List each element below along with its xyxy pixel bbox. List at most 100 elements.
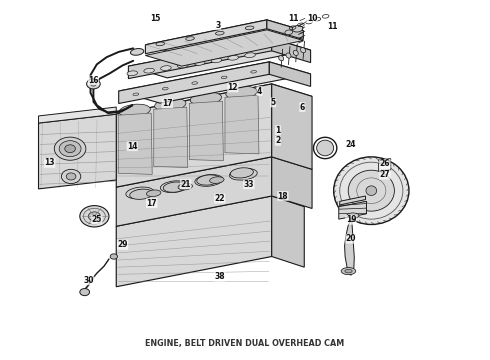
Ellipse shape — [211, 58, 221, 63]
Polygon shape — [116, 157, 312, 199]
Ellipse shape — [226, 86, 257, 99]
Ellipse shape — [317, 140, 334, 156]
Ellipse shape — [194, 60, 205, 65]
Text: 16: 16 — [88, 76, 98, 85]
Polygon shape — [118, 113, 152, 174]
Ellipse shape — [347, 213, 359, 218]
Polygon shape — [272, 157, 312, 208]
Ellipse shape — [229, 168, 257, 180]
Ellipse shape — [163, 182, 186, 192]
Text: 14: 14 — [127, 142, 138, 151]
Polygon shape — [116, 196, 304, 237]
Ellipse shape — [279, 55, 284, 61]
Ellipse shape — [126, 187, 154, 199]
Text: 38: 38 — [215, 272, 225, 281]
Polygon shape — [267, 20, 303, 40]
Ellipse shape — [133, 93, 139, 95]
Ellipse shape — [286, 53, 291, 58]
Text: 1: 1 — [275, 126, 281, 135]
Text: ENGINE, BELT DRIVEN DUAL OVERHEAD CAM: ENGINE, BELT DRIVEN DUAL OVERHEAD CAM — [146, 339, 344, 348]
Text: 2: 2 — [275, 136, 281, 145]
Ellipse shape — [65, 145, 75, 153]
Text: 15: 15 — [150, 14, 160, 23]
Ellipse shape — [245, 53, 255, 58]
Polygon shape — [344, 220, 354, 275]
Ellipse shape — [300, 48, 306, 53]
Polygon shape — [39, 107, 116, 123]
Ellipse shape — [162, 87, 168, 90]
Polygon shape — [339, 201, 367, 219]
Polygon shape — [116, 84, 272, 187]
Polygon shape — [154, 107, 188, 167]
Polygon shape — [379, 159, 391, 161]
Polygon shape — [39, 114, 116, 189]
Ellipse shape — [195, 175, 223, 186]
Ellipse shape — [160, 181, 188, 193]
Polygon shape — [146, 20, 267, 54]
Ellipse shape — [345, 269, 352, 273]
Polygon shape — [128, 39, 272, 78]
Polygon shape — [119, 62, 311, 103]
Ellipse shape — [177, 63, 188, 68]
Text: 3: 3 — [216, 21, 221, 30]
Text: 17: 17 — [162, 99, 172, 108]
Polygon shape — [272, 39, 311, 63]
Text: 12: 12 — [227, 83, 238, 92]
Text: 20: 20 — [345, 234, 356, 243]
Text: 33: 33 — [244, 180, 254, 189]
Ellipse shape — [186, 37, 195, 40]
Ellipse shape — [161, 66, 171, 71]
Polygon shape — [146, 20, 303, 55]
Text: 13: 13 — [45, 158, 55, 167]
Ellipse shape — [87, 79, 100, 89]
Text: 10: 10 — [307, 14, 318, 23]
Ellipse shape — [221, 76, 227, 79]
Polygon shape — [272, 84, 312, 169]
Ellipse shape — [156, 42, 165, 46]
Ellipse shape — [178, 183, 193, 190]
Polygon shape — [189, 101, 223, 161]
Text: 22: 22 — [215, 194, 225, 203]
Ellipse shape — [293, 50, 298, 55]
Ellipse shape — [192, 82, 197, 84]
Ellipse shape — [334, 157, 409, 225]
Ellipse shape — [80, 206, 109, 227]
Polygon shape — [272, 196, 304, 267]
Text: 19: 19 — [345, 215, 356, 224]
Ellipse shape — [201, 177, 216, 184]
Ellipse shape — [245, 26, 254, 30]
Polygon shape — [119, 62, 270, 103]
Ellipse shape — [210, 177, 224, 183]
Text: 30: 30 — [83, 276, 94, 285]
Ellipse shape — [88, 212, 100, 221]
Text: 21: 21 — [180, 180, 191, 189]
Ellipse shape — [348, 170, 394, 211]
Polygon shape — [146, 30, 303, 66]
Ellipse shape — [133, 190, 147, 196]
Polygon shape — [128, 39, 311, 78]
Ellipse shape — [216, 31, 224, 35]
Ellipse shape — [54, 137, 86, 160]
Ellipse shape — [366, 186, 377, 195]
Ellipse shape — [292, 26, 303, 32]
Ellipse shape — [61, 169, 81, 184]
Polygon shape — [116, 84, 312, 127]
Ellipse shape — [110, 254, 118, 259]
Ellipse shape — [91, 82, 97, 86]
Ellipse shape — [130, 49, 144, 55]
Ellipse shape — [155, 98, 186, 111]
Polygon shape — [340, 196, 366, 205]
Text: 24: 24 — [345, 140, 356, 149]
Text: 17: 17 — [147, 199, 157, 208]
Ellipse shape — [147, 190, 161, 197]
Ellipse shape — [127, 71, 138, 76]
Text: 18: 18 — [277, 192, 288, 201]
Text: 29: 29 — [117, 240, 128, 249]
Polygon shape — [116, 157, 272, 226]
Ellipse shape — [144, 68, 154, 73]
Ellipse shape — [285, 30, 293, 35]
Ellipse shape — [251, 71, 256, 73]
Text: 4: 4 — [257, 86, 262, 95]
Polygon shape — [225, 95, 259, 154]
Text: 11: 11 — [288, 14, 299, 23]
